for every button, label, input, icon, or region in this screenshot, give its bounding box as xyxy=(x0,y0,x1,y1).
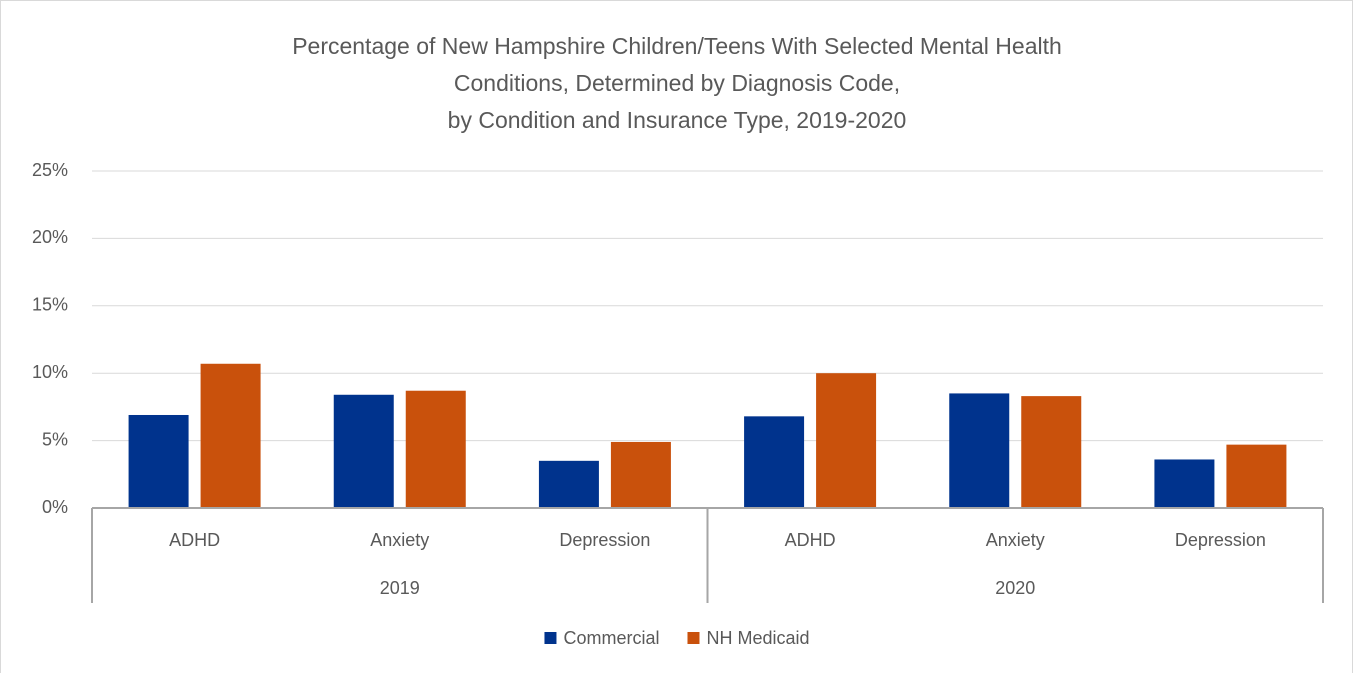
bar xyxy=(1226,444,1287,508)
bar xyxy=(949,393,1010,508)
x-tick-label: Depression xyxy=(1175,530,1266,550)
bar xyxy=(128,414,189,508)
y-tick-label: 15% xyxy=(32,295,68,315)
x-tick-label: Anxiety xyxy=(986,530,1045,550)
y-tick-label: 10% xyxy=(32,362,68,382)
chart-title: by Condition and Insurance Type, 2019-20… xyxy=(448,107,907,133)
bar xyxy=(610,441,671,508)
x-tick-label: Depression xyxy=(559,530,650,550)
bar xyxy=(405,390,466,508)
legend-label: NH Medicaid xyxy=(706,628,809,648)
group-label: 2019 xyxy=(380,578,420,598)
x-tick-label: Anxiety xyxy=(370,530,429,550)
legend-label: Commercial xyxy=(563,628,659,648)
y-tick-label: 25% xyxy=(32,160,68,180)
bar xyxy=(200,363,261,508)
y-tick-label: 5% xyxy=(42,429,68,449)
y-tick-label: 0% xyxy=(42,497,68,517)
x-tick-label: ADHD xyxy=(169,530,220,550)
bar xyxy=(744,416,805,508)
group-label: 2020 xyxy=(995,578,1035,598)
legend-swatch xyxy=(544,632,557,644)
legend-swatch xyxy=(687,632,700,644)
x-tick-label: ADHD xyxy=(785,530,836,550)
chart-title: Percentage of New Hampshire Children/Tee… xyxy=(292,33,1062,59)
chart-title: Conditions, Determined by Diagnosis Code… xyxy=(454,70,900,96)
y-tick-label: 20% xyxy=(32,227,68,247)
bar xyxy=(1021,396,1082,508)
bar xyxy=(1154,459,1215,508)
bar xyxy=(816,373,877,508)
bar xyxy=(333,394,394,508)
bar xyxy=(538,460,599,508)
